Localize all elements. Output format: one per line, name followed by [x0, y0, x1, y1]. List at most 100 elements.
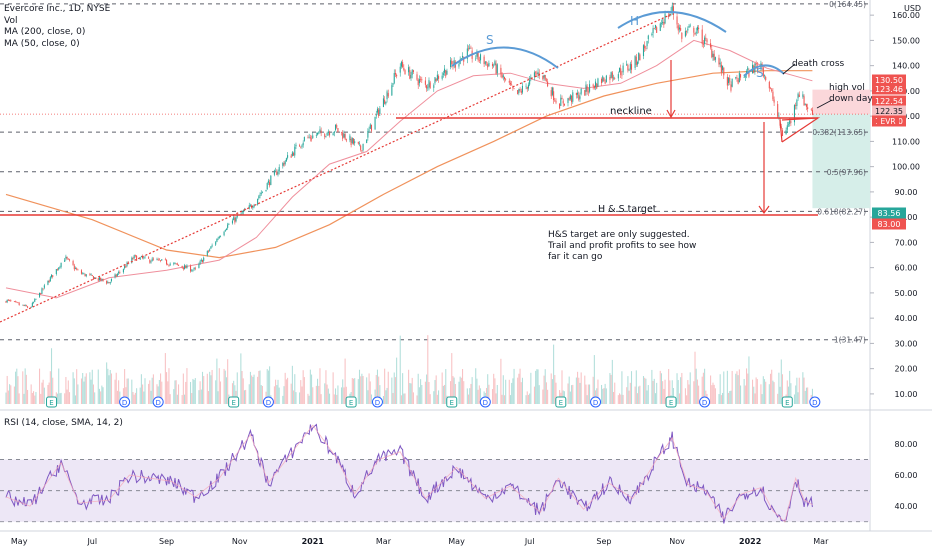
candle-body [688, 25, 690, 28]
trendline-support [0, 13, 673, 323]
candle-body [369, 124, 371, 129]
volume-bar [737, 375, 739, 404]
volume-bar [756, 379, 758, 404]
volume-bar [718, 394, 720, 404]
candle-body [672, 6, 674, 15]
candle-body [542, 75, 544, 80]
volume-bar [418, 387, 420, 404]
volume-bar [433, 391, 435, 404]
volume-bar [176, 394, 178, 404]
candle-body [412, 70, 414, 72]
candle-body [660, 23, 663, 24]
ticker-label: EVR [880, 117, 895, 126]
volume-bar [519, 368, 521, 404]
candle-body [344, 134, 346, 140]
candle-body [526, 87, 528, 89]
candle-body [40, 293, 42, 295]
volume-bar [285, 379, 287, 404]
volume-bar [91, 369, 93, 404]
candle-body [642, 45, 645, 57]
volume-bar [410, 383, 412, 404]
chart-legend: Evercore Inc., 1D, NYSE Vol MA (200, clo… [4, 4, 110, 50]
volume-bar [760, 384, 762, 404]
candle-body [638, 52, 640, 61]
volume-bar [283, 386, 285, 404]
candle-body [645, 48, 647, 49]
volume-bar [778, 372, 780, 404]
profit-target-zone [812, 114, 870, 209]
volume-bar [282, 395, 284, 404]
candle-body [720, 64, 722, 73]
volume-bar [192, 378, 194, 404]
candle-body [376, 108, 379, 113]
volume-bar [275, 379, 277, 404]
volume-bar [368, 373, 370, 404]
candle-body [84, 273, 86, 277]
volume-bar [572, 384, 574, 404]
candle-body [545, 79, 547, 81]
candle-body [90, 274, 92, 275]
volume-bar [142, 384, 144, 404]
volume-bar [442, 385, 444, 404]
candle-body [73, 265, 75, 270]
candle-body [161, 259, 163, 261]
volume-bar [542, 389, 544, 404]
candle-body [434, 77, 436, 84]
candlesticks [5, 2, 813, 309]
candle-body [730, 84, 732, 91]
volume-bar [561, 370, 563, 404]
volume-bar [106, 362, 108, 404]
candle-body [537, 72, 539, 75]
candle-body [731, 78, 733, 87]
volume-bar [451, 353, 453, 404]
death-cross-pointer [782, 63, 796, 75]
candle-body [810, 109, 812, 110]
volume-bar [654, 393, 657, 404]
candle-body [10, 300, 12, 302]
volume-bar [684, 388, 686, 404]
volume-bar [450, 381, 452, 404]
price-label-badge [872, 218, 906, 230]
candle-body [584, 90, 586, 96]
candle-body [485, 61, 488, 63]
candle-body [693, 27, 695, 33]
earnings-marker-label: E [785, 399, 789, 407]
candle-body [527, 84, 529, 89]
volume-bar [635, 370, 637, 404]
candle-body [451, 61, 453, 65]
volume-bar [647, 385, 649, 404]
volume-bar [781, 374, 784, 404]
volume-bar [290, 383, 292, 404]
volume-bar [224, 370, 226, 404]
candle-body [505, 79, 507, 80]
dividend-marker [699, 396, 711, 408]
time-axis: May Jul Sep Nov 2021 Mar May Jul Sep Nov 2022 Mar [11, 537, 829, 546]
volume-bar [584, 375, 586, 404]
earnings-marker-label: E [450, 399, 454, 407]
candle-body [668, 14, 670, 18]
candle-body [609, 76, 611, 80]
time-tick-label: 2022 [739, 537, 761, 546]
candle-body [420, 79, 422, 80]
volume-bar [747, 373, 749, 404]
volume-bar [612, 391, 615, 404]
volume-bar [720, 395, 722, 404]
volume-bar [7, 390, 9, 404]
volume-bar [345, 386, 347, 404]
candle-body [696, 27, 698, 31]
volume-bar [245, 389, 247, 404]
volume-bar [672, 387, 674, 404]
volume-bar [452, 376, 454, 404]
candle-body [152, 258, 154, 260]
volume-bar [17, 376, 19, 404]
volume-bar [789, 370, 791, 404]
candle-body [488, 62, 490, 67]
candle-body [72, 261, 74, 266]
volume-bar [403, 393, 405, 404]
volume-bar [676, 373, 678, 404]
volume-bar [122, 388, 124, 404]
candle-body [578, 94, 580, 100]
candle-body [478, 60, 480, 61]
volume-bar [695, 368, 697, 404]
